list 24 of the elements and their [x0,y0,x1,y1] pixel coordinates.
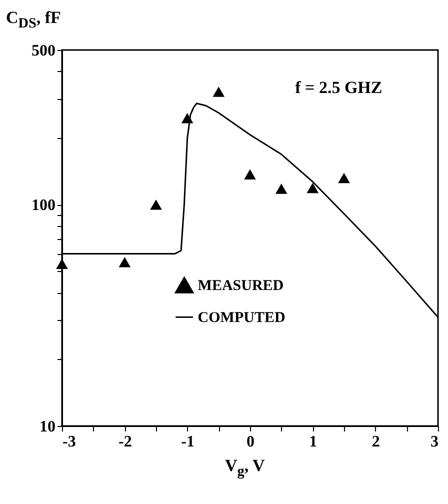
point [212,86,225,97]
x-tick-label: 2 [372,434,380,450]
point [56,258,68,270]
x-tick-label: 3 [430,434,438,450]
x-tick-label: 1 [309,434,318,450]
point [244,169,256,180]
y-tick-label: 10 [40,418,56,436]
point [150,200,162,210]
y-tick-label: 500 [32,42,56,60]
legend-label: MEASURED [198,278,284,294]
legend-label: COMPUTED [198,310,286,326]
point [338,172,350,184]
x-tick-label: 0 [246,434,254,450]
x-tick-label: -1 [181,434,194,450]
y-tick-label: 100 [32,197,56,214]
point [306,182,319,194]
annotation: f = 2.5 GHZ [295,78,382,98]
point [181,113,194,124]
x-axis-title: V$_{g}$, V [225,456,265,480]
x-tick-label: -2 [118,434,132,450]
y-axis-title: C$_{DS}$, fF [6,8,61,32]
point [118,257,131,268]
point [275,184,288,194]
x-tick-label: -3 [62,434,76,450]
